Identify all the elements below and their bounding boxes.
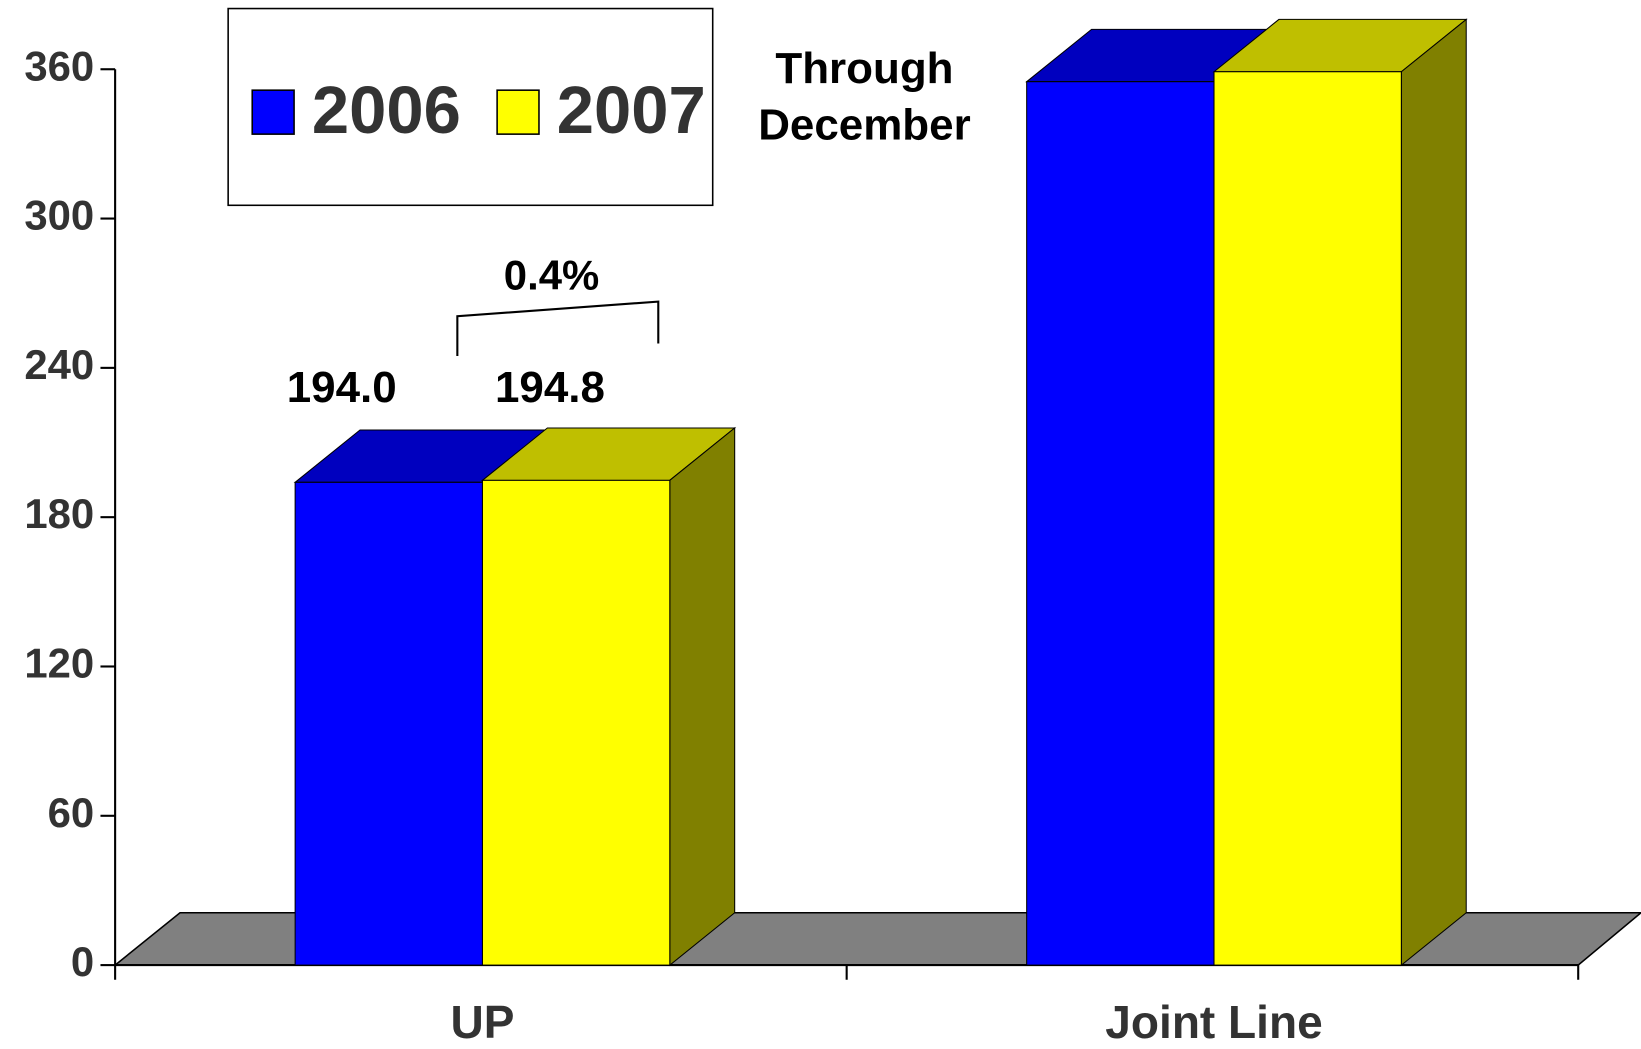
y-tick-label: 0 [71, 938, 94, 985]
bar-side [669, 426, 736, 967]
y-tick-label: 180 [24, 490, 94, 537]
annotation: Through [775, 44, 953, 93]
x-tick-label: Joint Line [1105, 996, 1322, 1048]
x-tick-label: UP [450, 996, 514, 1048]
bar [294, 481, 483, 966]
y-tick-label: 240 [24, 341, 94, 388]
y-tick-label: 360 [24, 42, 94, 89]
y-tick-label: 60 [48, 789, 95, 836]
legend-swatch [251, 89, 295, 135]
legend-label: 2006 [312, 73, 461, 148]
bracket [456, 300, 660, 357]
y-tick-label: 120 [24, 640, 94, 687]
legend-box [227, 7, 714, 207]
legend-label: 2007 [557, 73, 706, 148]
bar-side [1400, 18, 1467, 967]
bar [481, 479, 671, 966]
annotation: 0.4% [504, 252, 599, 299]
value-label: 194.8 [495, 363, 605, 412]
value-label: 194.0 [287, 363, 397, 412]
bar [1213, 71, 1402, 966]
bar [1026, 81, 1215, 966]
annotation: December [758, 100, 970, 149]
legend-swatch [496, 89, 540, 135]
y-tick-label: 300 [24, 192, 94, 239]
